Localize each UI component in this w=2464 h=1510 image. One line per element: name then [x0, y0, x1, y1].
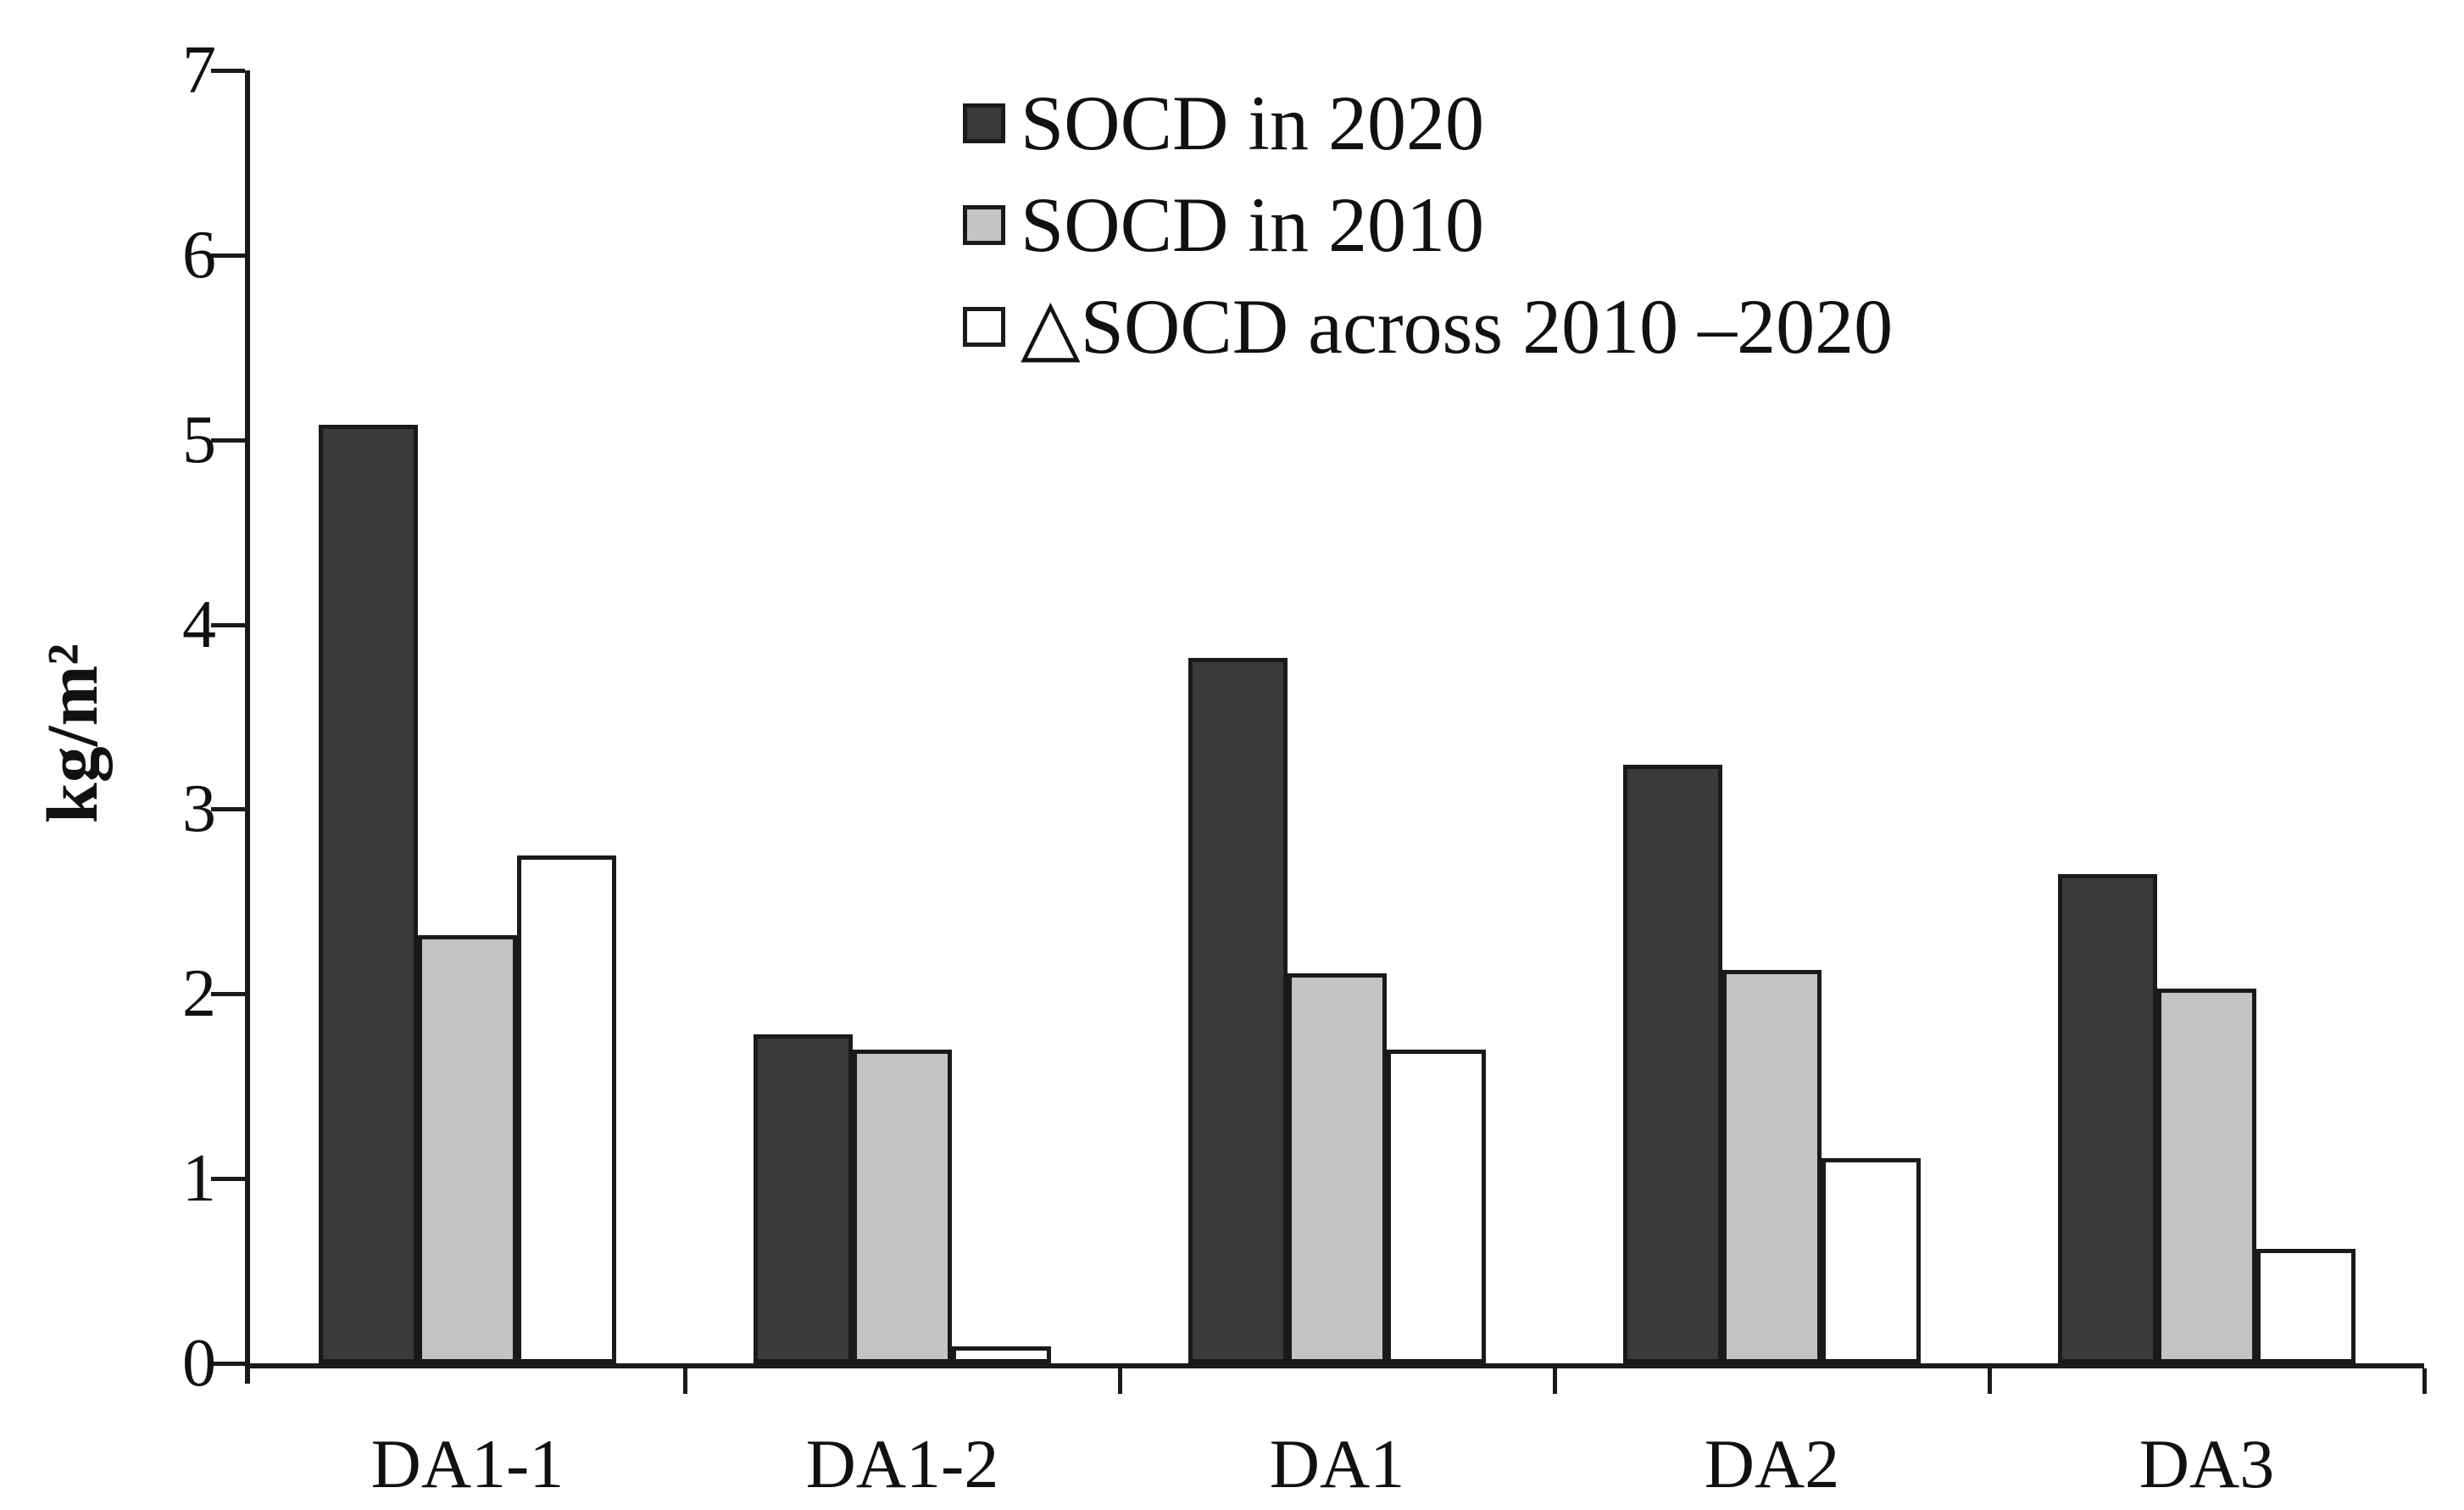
y-tick — [211, 1362, 245, 1366]
legend-item: △SOCD across 2010 –2020 — [963, 284, 1893, 369]
bar-DA3-series2 — [2256, 1248, 2356, 1363]
y-tick-label: 2 — [182, 956, 216, 1032]
legend-marker-icon — [963, 306, 1005, 347]
bar-DA1-2-series0 — [754, 1034, 853, 1363]
bar-DA1-series0 — [1188, 657, 1288, 1363]
bar-DA1-1-series1 — [418, 934, 517, 1363]
bar-DA1-1-series0 — [319, 425, 418, 1363]
bar-DA1-1-series2 — [517, 855, 616, 1363]
y-tick — [211, 1177, 245, 1182]
y-tick-label: 6 — [182, 217, 216, 293]
y-tick-label: 0 — [182, 1326, 216, 1401]
y-tick — [211, 253, 245, 258]
x-category-label: DA3 — [2139, 1425, 2275, 1502]
bar-DA3-series0 — [2058, 873, 2157, 1363]
legend-label: SOCD in 2020 — [1021, 80, 1484, 166]
y-tick — [211, 437, 245, 443]
x-category-label: DA2 — [1704, 1425, 1840, 1502]
legend-label: SOCD in 2010 — [1021, 181, 1484, 268]
y-tick-label: 5 — [182, 402, 216, 477]
y-axis-line — [245, 70, 250, 1384]
x-tick — [1118, 1368, 1122, 1394]
y-tick — [211, 622, 245, 627]
bar-DA2-series1 — [1722, 969, 1822, 1363]
bar-DA2-series0 — [1623, 765, 1722, 1363]
y-tick-label: 3 — [182, 772, 216, 847]
x-tick — [683, 1368, 687, 1394]
x-category-label: DA1-2 — [805, 1425, 999, 1502]
legend-item: SOCD in 2020 — [963, 81, 1484, 165]
legend-label: △SOCD across 2010 –2020 — [1021, 283, 1894, 370]
x-axis-line — [245, 1363, 2424, 1368]
x-tick — [2422, 1368, 2427, 1394]
y-tick-label: 7 — [182, 33, 216, 108]
bar-DA3-series1 — [2157, 988, 2256, 1363]
y-tick-label: 1 — [182, 1141, 216, 1217]
legend-item: SOCD in 2010 — [963, 182, 1484, 267]
x-category-label: DA1 — [1269, 1425, 1405, 1502]
bar-DA1-series2 — [1387, 1049, 1486, 1363]
legend-marker-icon — [963, 204, 1005, 245]
y-tick — [211, 69, 245, 73]
bar-DA2-series2 — [1822, 1158, 1921, 1363]
y-tick-label: 4 — [182, 587, 216, 662]
bar-DA1-2-series2 — [952, 1346, 1051, 1363]
bar-DA1-series1 — [1288, 973, 1387, 1363]
y-tick — [211, 992, 245, 997]
y-tick — [211, 807, 245, 812]
bar-DA1-2-series1 — [853, 1049, 952, 1363]
legend-marker-icon — [963, 103, 1005, 143]
x-tick — [1553, 1368, 1557, 1394]
x-tick — [1988, 1368, 1992, 1394]
x-category-label: DA1-1 — [370, 1425, 565, 1502]
